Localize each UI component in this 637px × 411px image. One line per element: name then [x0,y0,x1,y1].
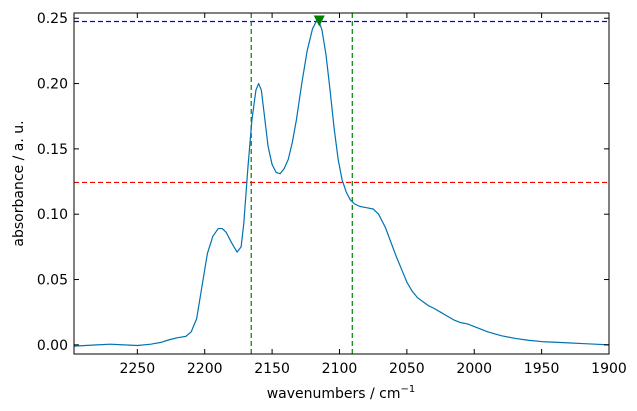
y-tick-label: 0.20 [37,77,68,93]
x-tick-label: 1950 [524,361,560,377]
x-tick-label: 1900 [591,361,627,377]
x-tick-label: 2150 [254,361,290,377]
x-axis-label: wavenumbers / cm−1 [267,384,416,402]
y-tick-label: 0.10 [37,207,68,223]
x-axis-ticks: 2250 2200 2150 2100 2050 2000 1950 1900 [120,13,627,377]
reference-lines [74,13,609,354]
y-tick-label: 0.05 [37,273,68,289]
y-tick-label: 0.15 [37,142,68,158]
y-axis-label: absorbance / a. u. [11,120,27,246]
y-tick-label: 0.25 [37,11,68,27]
x-tick-label: 2100 [322,361,358,377]
plot-background [74,13,609,354]
peak-marker [313,15,325,27]
marker-layer [313,15,325,27]
x-tick-label: 2000 [456,361,492,377]
y-axis-ticks: 0.00 0.05 0.10 0.15 0.20 0.25 [37,11,609,354]
x-tick-label: 2250 [120,361,156,377]
x-tick-label: 2200 [187,361,223,377]
plot-frame [73,12,610,355]
x-tick-label: 2050 [389,361,425,377]
y-tick-label: 0.00 [37,338,68,354]
